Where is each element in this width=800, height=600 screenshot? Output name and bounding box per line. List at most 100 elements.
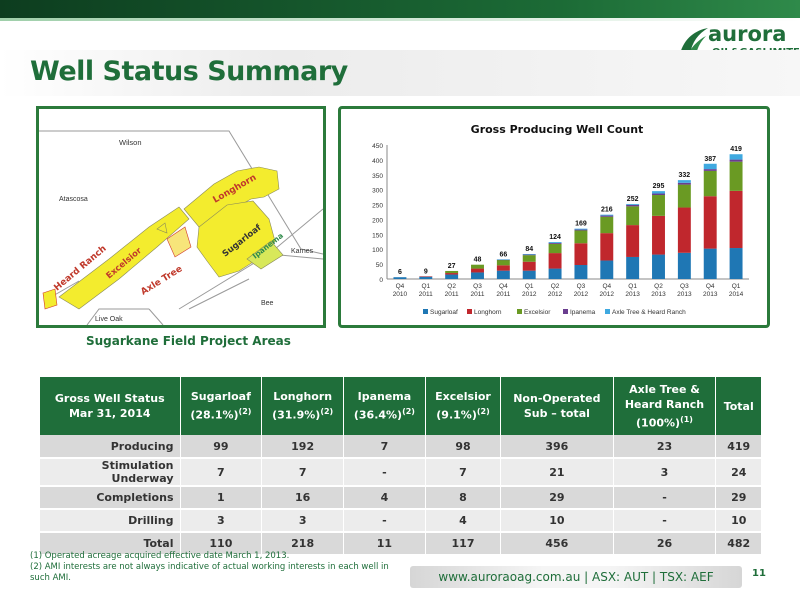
x-tick-label: 2012 (600, 291, 615, 298)
ipanema-block (246, 240, 284, 270)
bar-segment (652, 195, 665, 216)
table-cell: - (613, 509, 717, 533)
bar-segment (471, 272, 484, 279)
bar-segment (574, 230, 588, 244)
bar-segment (496, 259, 510, 260)
table-cell: 16 (261, 486, 345, 510)
bar-segment (626, 203, 640, 205)
x-tick-label: 2012 (522, 291, 537, 298)
bar-segment (652, 254, 665, 279)
table-cell: 7 (261, 458, 345, 487)
bar-segment (522, 253, 536, 255)
x-tick-label: Q1 (732, 283, 741, 290)
table-cell: 218 (261, 532, 345, 556)
table-header-text: Sub – total (523, 407, 590, 420)
table-header-text: Axle Tree & (629, 382, 700, 396)
table-row-label: Completions (40, 486, 181, 510)
table-cell: 7 (425, 458, 502, 487)
y-tick-label: 100 (372, 247, 383, 254)
bar-segment (574, 229, 588, 231)
bar-total-label: 27 (448, 263, 456, 270)
footnotes: (1) Operated acreage acquired effective … (30, 551, 410, 584)
table-header-text: Gross Well Status (54, 392, 165, 405)
table-cell: 456 (500, 532, 614, 556)
table-cell: 7 (343, 435, 426, 459)
bar-segment (522, 261, 536, 271)
field-map-drawing: Wilson Atascosa Karnes Bee Live Oak Long… (39, 109, 323, 325)
table-row: Stimulation Underway 7 7-7 21 3 24 (40, 458, 761, 487)
bar-total-label: 419 (730, 146, 742, 153)
bar-segment (574, 243, 588, 266)
bar-total-label: 387 (704, 156, 716, 163)
table-cell: 3 (613, 458, 717, 487)
well-status-table: Gross Well Status Mar 31, 2014 Sugarloaf (2… (40, 377, 761, 556)
table-header-text: Sugarloaf (190, 390, 251, 404)
bar-segment (703, 170, 717, 197)
table-header-footnote-ref: (1) (680, 414, 693, 424)
page-number: 11 (752, 568, 766, 579)
table-cell: 192 (261, 435, 345, 459)
x-tick-label: 2012 (548, 291, 563, 298)
table-cell: 26 (613, 532, 717, 556)
x-tick-label: 2014 (729, 291, 744, 298)
x-tick-label: Q2 (551, 283, 560, 290)
x-tick-label: 2013 (625, 291, 640, 298)
legend-swatch (517, 309, 522, 314)
y-tick-label: 250 (372, 203, 383, 210)
y-tick-label: 150 (372, 232, 383, 239)
x-tick-label: Q3 (680, 283, 689, 290)
table-cell: 482 (715, 532, 761, 556)
bar-segment (548, 242, 562, 243)
table-header-footnote-ref: (2) (402, 407, 415, 417)
bar-segment (496, 259, 510, 266)
x-tick-label: Q1 (421, 283, 430, 290)
map-label-wilson: Wilson (119, 138, 142, 147)
table-header-text: Total (723, 399, 754, 413)
bar-segment (703, 169, 717, 171)
bar-segment (445, 273, 459, 275)
field-map: Wilson Atascosa Karnes Bee Live Oak Long… (36, 106, 326, 328)
bar-segment (496, 265, 510, 271)
table-row-label: Drilling (40, 509, 181, 533)
table-header-cell: Non-Operated Sub – total (500, 377, 614, 435)
legend-swatch (605, 309, 610, 314)
well-count-chart: Gross Producing Well Count 0 50 100 150 200 2… (338, 106, 770, 328)
bar-segment (677, 182, 691, 185)
x-tick-label: 2013 (677, 291, 692, 298)
table-cell: 10 (715, 509, 761, 533)
map-label-atascosa: Atascosa (59, 196, 88, 203)
map-label-karnes: Karnes (291, 248, 314, 255)
table-cell: 99 (180, 435, 263, 459)
table-header-cell: Sugarloaf (28.1%)(2) (180, 377, 263, 435)
table-header-text: Mar 31, 2014 (68, 407, 151, 420)
legend-label: Excelsior (524, 309, 551, 316)
bar-total-label: 84 (525, 246, 533, 253)
bar-segment (677, 252, 691, 279)
excelsior-block (58, 206, 190, 310)
map-caption: Sugarkane Field Project Areas (86, 334, 291, 348)
table-header-cell: Ipanema (36.4%)(2) (343, 377, 426, 435)
bar-segment (393, 277, 407, 279)
heard-ranch-block (42, 288, 58, 310)
bar-segment (600, 233, 614, 261)
bar-segment (419, 276, 433, 279)
bar-segment (445, 274, 459, 279)
table-cell: 3 (180, 509, 263, 533)
x-tick-label: 2011 (445, 291, 459, 298)
table-header-text: (9.1%) (436, 408, 477, 422)
bar-segment (677, 180, 691, 183)
bar-total-label: 66 (499, 251, 507, 258)
table-header-text: Excelsior (435, 390, 491, 404)
table-cell: - (343, 458, 426, 487)
bar-segment (600, 214, 614, 216)
table-cell: 4 (425, 509, 502, 533)
x-tick-label: 2011 (496, 291, 510, 298)
table-header-text: Non-Operated (513, 392, 601, 405)
bar-segment (600, 260, 614, 279)
table-header-text: Heard Ranch (624, 397, 705, 411)
table-cell: - (343, 509, 426, 533)
table-cell: 98 (425, 435, 502, 459)
table-cell: 10 (500, 509, 614, 533)
well-count-chart-svg: Gross Producing Well Count 0 50 100 150 200 2… (372, 123, 749, 316)
legend-label: Ipanema (570, 309, 596, 316)
